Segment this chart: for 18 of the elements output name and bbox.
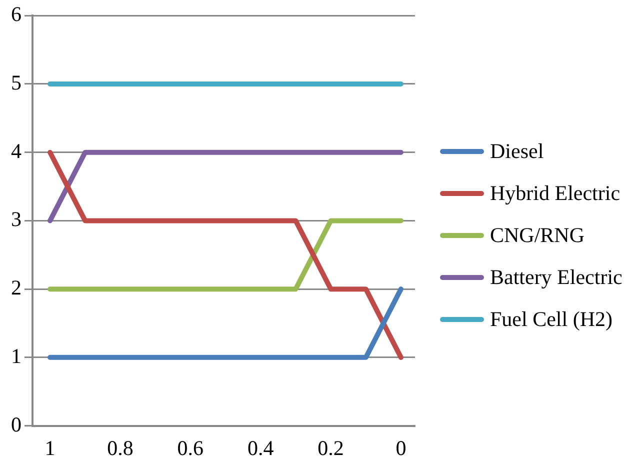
y-tick-label: 0 xyxy=(11,412,22,436)
x-tick-label: 0.2 xyxy=(318,436,344,460)
y-tick-label: 3 xyxy=(11,207,22,232)
y-tick-label: 4 xyxy=(11,138,22,163)
legend-label: Fuel Cell (H2) xyxy=(490,306,612,333)
y-tick-label: 5 xyxy=(11,70,22,94)
legend-label: Diesel xyxy=(490,138,544,165)
legend-label: CNG/RNG xyxy=(490,222,585,249)
legend-label: Hybrid Electric xyxy=(490,180,620,207)
y-tick-label: 6 xyxy=(11,2,22,26)
x-tick-label: 0.6 xyxy=(177,436,204,460)
x-tick-label: 0.8 xyxy=(107,436,134,460)
x-tick-label: 1 xyxy=(44,436,56,460)
y-tick-label: 2 xyxy=(11,276,22,300)
x-tick-label: 0 xyxy=(396,436,406,460)
legend-label: Battery Electric xyxy=(490,264,622,291)
y-tick-label: 1 xyxy=(11,344,22,368)
x-tick-label: 0.4 xyxy=(247,436,274,460)
